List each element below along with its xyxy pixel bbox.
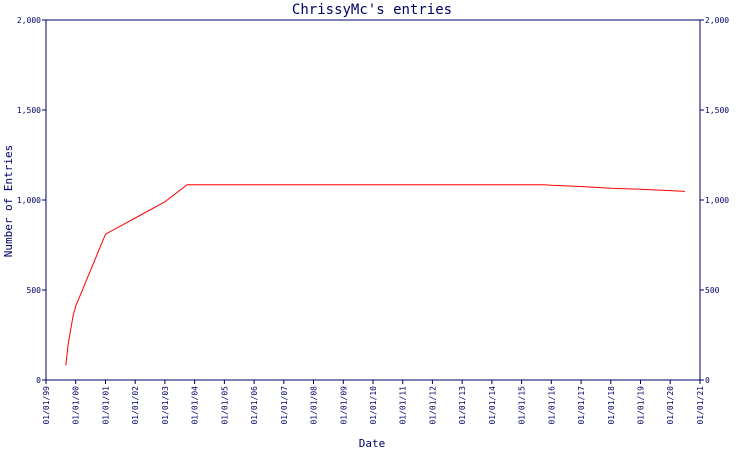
x-tick-label: 01/01/06 [250,386,259,425]
x-tick-label: 01/01/19 [637,386,646,425]
x-tick-label: 01/01/02 [131,386,140,425]
series-layer [65,184,686,366]
series-line-0 [65,184,686,366]
ticks-layer: 01/01/99 01/01/00 01/01/01 01/01/02 01/01/03… [17,16,729,425]
y-tick-label-right: 0 [705,376,710,385]
x-tick-label: 01/01/17 [577,386,586,425]
plot-frame [45,19,701,381]
x-tick-label: 01/01/18 [607,386,616,425]
x-tick-label: 01/01/10 [369,386,378,425]
x-tick-label: 01/01/08 [310,386,319,425]
x-tick-label: 01/01/99 [42,386,51,425]
x-tick-label: 01/01/07 [280,386,289,425]
y-tick-label-right: 1,000 [705,196,729,205]
chart-title: ChrissyMc's entries [292,2,452,18]
x-tick-label: 01/01/03 [161,386,170,425]
y-tick-label-left: 1,500 [17,106,41,115]
x-tick-label: 01/01/15 [518,386,527,425]
x-tick-label: 01/01/14 [488,386,497,425]
y-tick-label-left: 0 [36,376,41,385]
y-tick-label-right: 2,000 [705,16,729,25]
x-tick-label: 01/01/13 [458,386,467,425]
x-tick-label: 01/01/09 [339,386,348,425]
y-tick-label-left: 500 [27,286,42,295]
y-tick-label-right: 1,500 [705,106,729,115]
x-tick-label: 01/01/12 [428,386,437,425]
x-tick-label: 01/01/01 [101,386,110,425]
x-tick-label: 01/01/16 [547,386,556,425]
y-tick-label-right: 500 [705,286,720,295]
x-tick-label: 01/01/21 [696,386,705,425]
y-axis-label: Number of Entries [2,145,15,258]
x-tick-label: 01/01/05 [220,386,229,425]
x-axis-label: Date [359,437,386,450]
x-tick-label: 01/01/04 [191,386,200,425]
y-tick-label-left: 2,000 [17,16,41,25]
x-tick-label: 01/01/11 [399,386,408,425]
x-tick-label: 01/01/00 [72,386,81,425]
y-tick-label-left: 1,000 [17,196,41,205]
x-tick-label: 01/01/20 [666,386,675,425]
